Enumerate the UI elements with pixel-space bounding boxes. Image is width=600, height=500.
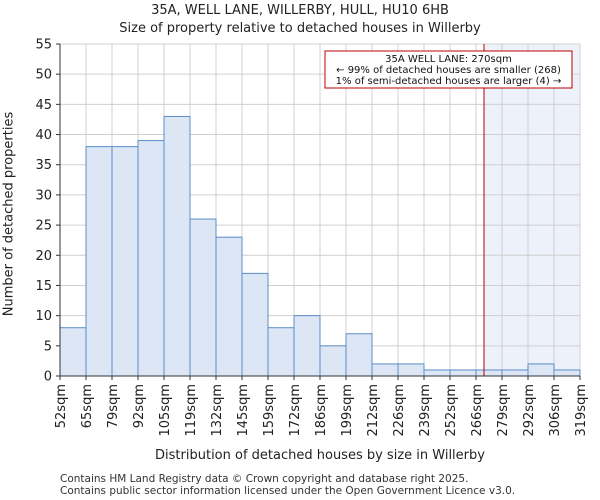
bar-119sqm xyxy=(189,218,217,377)
annotation-title: 35A WELL LANE: 270sqm xyxy=(385,54,512,65)
bar-159sqm xyxy=(267,327,295,377)
x-tick-label: 92sqm xyxy=(132,384,147,428)
bar-172sqm xyxy=(293,315,321,377)
bar-199sqm xyxy=(345,333,373,377)
x-tick-label: 79sqm xyxy=(106,384,121,428)
x-tick-label: 306sqm xyxy=(548,384,563,437)
x-tick-label: 266sqm xyxy=(470,384,485,437)
y-tick-label: 25 xyxy=(35,219,52,234)
bar-226sqm xyxy=(397,363,425,377)
bar-212sqm xyxy=(371,363,399,377)
bar-92sqm xyxy=(137,140,165,377)
x-tick-label: 65sqm xyxy=(80,384,95,428)
y-tick-label: 20 xyxy=(35,249,52,264)
bar-266sqm xyxy=(475,369,503,377)
bar-145sqm xyxy=(241,272,269,377)
x-tick-label: 319sqm xyxy=(574,384,589,437)
y-tick-label: 0 xyxy=(44,370,52,385)
annotation-smaller: ← 99% of detached houses are smaller (26… xyxy=(336,65,561,76)
x-tick-label: 226sqm xyxy=(392,384,407,437)
y-tick-label: 50 xyxy=(35,68,52,83)
annotation-larger: 1% of semi-detached houses are larger (4… xyxy=(336,76,562,87)
bar-306sqm xyxy=(553,369,581,377)
bar-79sqm xyxy=(111,146,139,377)
x-tick-label: 252sqm xyxy=(444,384,459,437)
x-tick-label: 119sqm xyxy=(184,384,199,437)
chart-subtitle: Size of property relative to detached ho… xyxy=(119,21,481,36)
x-tick-label: 132sqm xyxy=(210,384,225,437)
y-tick-label: 55 xyxy=(35,38,52,53)
footer-line-2: Contains public sector information licen… xyxy=(60,485,516,497)
footer-line-1: Contains HM Land Registry data © Crown c… xyxy=(60,473,469,485)
y-tick-label: 10 xyxy=(35,309,52,324)
bar-252sqm xyxy=(449,369,477,377)
bar-132sqm xyxy=(215,236,243,377)
y-tick-label: 5 xyxy=(44,339,52,354)
y-tick-label: 35 xyxy=(35,158,52,173)
x-tick-label: 292sqm xyxy=(522,384,537,437)
x-tick-label: 145sqm xyxy=(236,384,251,437)
chart-title: 35A, WELL LANE, WILLERBY, HULL, HU10 6HB xyxy=(151,3,449,18)
annotation-box xyxy=(324,50,573,89)
x-tick-label: 172sqm xyxy=(288,384,303,437)
bar-52sqm xyxy=(59,327,87,377)
y-tick-label: 45 xyxy=(35,98,52,113)
x-tick-label: 239sqm xyxy=(418,384,433,437)
y-tick-label: 15 xyxy=(35,279,52,294)
bar-65sqm xyxy=(85,146,113,377)
x-tick-label: 279sqm xyxy=(496,384,511,437)
y-tick-label: 30 xyxy=(35,188,52,203)
x-tick-label: 199sqm xyxy=(340,384,355,437)
bar-292sqm xyxy=(527,363,555,377)
highlight-region xyxy=(484,44,580,376)
x-tick-label: 212sqm xyxy=(366,384,381,437)
x-tick-label: 159sqm xyxy=(262,384,277,437)
x-tick-label: 52sqm xyxy=(54,384,69,428)
y-tick-label: 40 xyxy=(35,128,52,143)
x-tick-label: 186sqm xyxy=(314,384,329,437)
bar-279sqm xyxy=(501,369,529,377)
bar-186sqm xyxy=(319,345,347,377)
bar-105sqm xyxy=(163,115,191,377)
x-axis-label: Distribution of detached houses by size … xyxy=(155,448,485,463)
x-tick-label: 105sqm xyxy=(158,384,173,437)
bar-239sqm xyxy=(423,369,451,377)
